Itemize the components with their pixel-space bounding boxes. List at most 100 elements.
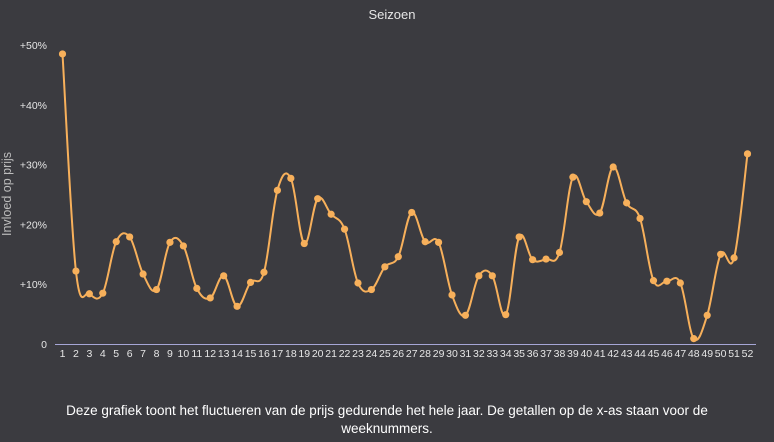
x-tick-label: 38 xyxy=(554,348,566,360)
data-point[interactable] xyxy=(287,174,295,182)
data-point[interactable] xyxy=(555,248,564,257)
data-point[interactable] xyxy=(569,173,577,181)
x-tick-label: 41 xyxy=(594,348,606,360)
x-tick-label: 11 xyxy=(191,348,202,360)
x-tick-label: 12 xyxy=(204,348,216,360)
data-point[interactable] xyxy=(166,238,174,246)
x-tick-label: 4 xyxy=(100,348,106,360)
x-tick-label: 30 xyxy=(446,348,458,360)
data-point[interactable] xyxy=(515,233,523,241)
x-tick-label: 5 xyxy=(113,348,119,360)
data-point[interactable] xyxy=(206,294,214,302)
data-point[interactable] xyxy=(730,254,738,262)
x-tick-label: 23 xyxy=(352,348,364,360)
data-point[interactable] xyxy=(582,198,590,206)
data-point[interactable] xyxy=(314,195,322,203)
y-tick-label: +50% xyxy=(20,40,47,52)
y-tick-label: 0 xyxy=(41,339,47,351)
data-point[interactable] xyxy=(367,285,376,294)
data-point[interactable] xyxy=(193,284,201,292)
data-point[interactable] xyxy=(502,311,510,319)
x-tick-label: 19 xyxy=(298,348,310,360)
data-point[interactable] xyxy=(246,278,255,287)
x-tick-label: 37 xyxy=(540,348,552,360)
data-point[interactable] xyxy=(99,289,107,297)
x-tick-label: 39 xyxy=(567,348,579,360)
data-point[interactable] xyxy=(421,238,429,246)
data-point[interactable] xyxy=(596,209,604,217)
y-axis-label: Invloed op prijs xyxy=(0,152,14,236)
x-tick-label: 40 xyxy=(580,348,592,360)
data-points xyxy=(58,50,752,343)
y-tick-label: +40% xyxy=(20,100,47,112)
y-tick-label: +30% xyxy=(20,160,47,172)
data-point[interactable] xyxy=(300,239,308,248)
data-point[interactable] xyxy=(354,279,362,287)
data-point[interactable] xyxy=(72,267,80,275)
x-tick-label: 36 xyxy=(527,348,539,360)
data-point[interactable] xyxy=(58,50,67,58)
y-axis-ticks: 0 +10% +20% +30% +40% +50% xyxy=(20,40,47,351)
data-point[interactable] xyxy=(233,302,241,310)
x-tick-label: 1 xyxy=(60,348,66,360)
x-tick-label: 10 xyxy=(178,348,190,360)
data-point[interactable] xyxy=(461,311,470,319)
y-tick-label: +20% xyxy=(20,219,47,231)
data-point[interactable] xyxy=(260,268,268,276)
caption-text: Deze grafiek toont het fluctueren van de… xyxy=(66,403,708,436)
data-point[interactable] xyxy=(717,250,725,258)
x-tick-label: 6 xyxy=(127,348,133,360)
x-tick-label: 8 xyxy=(154,348,160,360)
x-tick-label: 3 xyxy=(86,348,92,360)
data-point[interactable] xyxy=(703,311,711,319)
data-point[interactable] xyxy=(488,272,496,280)
data-point[interactable] xyxy=(475,272,483,280)
data-point[interactable] xyxy=(381,263,389,271)
data-point[interactable] xyxy=(649,277,658,285)
data-point[interactable] xyxy=(636,214,644,223)
x-tick-label: 2 xyxy=(73,348,79,360)
data-point[interactable] xyxy=(528,256,537,264)
x-tick-label: 25 xyxy=(379,348,391,360)
data-point[interactable] xyxy=(327,210,335,218)
data-point[interactable] xyxy=(152,285,161,294)
data-point[interactable] xyxy=(273,186,282,194)
x-tick-label: 14 xyxy=(231,348,243,360)
data-point[interactable] xyxy=(340,225,349,233)
y-tick-label: +10% xyxy=(20,279,47,291)
x-axis-ticks: 1 2 3 4 5 6 7 8 9 10 11 12 13 14 15 16 17 18 19 20 21 22 23 24 2… xyxy=(60,348,754,360)
x-tick-label: 15 xyxy=(245,348,257,360)
data-point[interactable] xyxy=(112,238,120,246)
data-point[interactable] xyxy=(179,242,187,250)
x-tick-label: 45 xyxy=(648,348,660,360)
data-point[interactable] xyxy=(663,277,671,285)
data-point[interactable] xyxy=(542,255,550,263)
x-tick-label: 51 xyxy=(728,348,740,360)
x-tick-label: 28 xyxy=(419,348,431,360)
x-tick-label: 48 xyxy=(688,348,700,360)
x-tick-label: 20 xyxy=(312,348,324,360)
x-tick-label: 26 xyxy=(392,348,404,360)
data-point[interactable] xyxy=(448,291,456,299)
x-tick-label: 42 xyxy=(607,348,619,360)
data-point[interactable] xyxy=(408,208,416,217)
x-tick-label: 49 xyxy=(701,348,713,360)
x-tick-label: 18 xyxy=(285,348,297,360)
x-tick-label: 27 xyxy=(406,348,418,360)
data-point[interactable] xyxy=(434,238,443,246)
data-point[interactable] xyxy=(85,290,93,298)
data-point[interactable] xyxy=(676,279,684,287)
data-point[interactable] xyxy=(394,253,402,261)
data-point[interactable] xyxy=(609,163,617,171)
data-point[interactable] xyxy=(690,335,698,343)
data-point[interactable] xyxy=(139,270,147,278)
x-tick-label: 35 xyxy=(513,348,525,360)
data-point[interactable] xyxy=(743,150,752,158)
x-tick-label: 7 xyxy=(140,348,146,360)
data-point[interactable] xyxy=(220,272,228,280)
data-point[interactable] xyxy=(126,233,134,241)
data-point[interactable] xyxy=(623,199,631,207)
x-tick-label: 43 xyxy=(621,348,633,360)
x-tick-label: 46 xyxy=(661,348,673,360)
